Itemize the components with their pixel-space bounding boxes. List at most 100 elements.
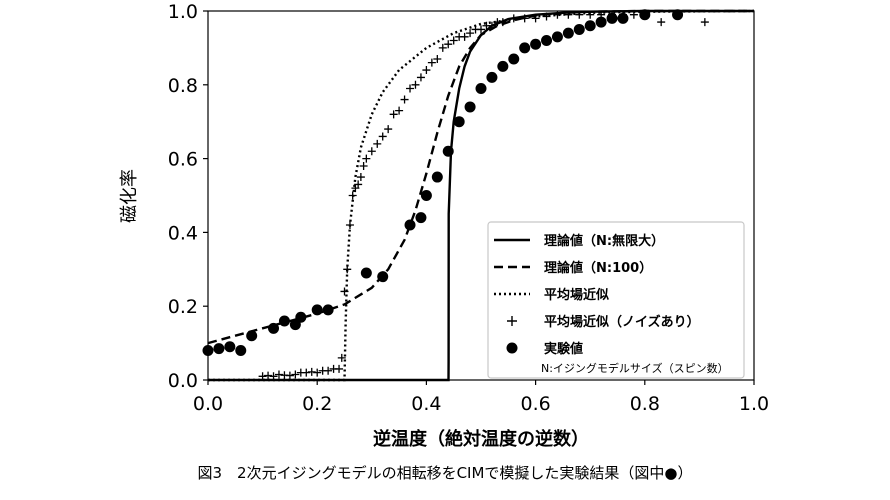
experiment-point [202, 344, 214, 356]
experiment-point [639, 9, 651, 21]
plus-marker-point [509, 14, 518, 23]
plus-marker-point [449, 36, 458, 45]
plus-marker-point [373, 139, 382, 148]
plus-marker-point [313, 368, 322, 377]
experiment-point [617, 12, 629, 24]
experiment-point [497, 60, 509, 72]
series-line [207, 9, 754, 345]
legend-box [487, 221, 745, 379]
plus-marker-point [460, 32, 469, 41]
plus-marker-point [433, 54, 442, 63]
plus-marker-point [542, 12, 551, 21]
series-layer [202, 9, 755, 382]
plus-marker-point [340, 287, 349, 296]
y-tick-label: 1.0 [168, 1, 198, 23]
experiment-point [551, 31, 563, 43]
plus-marker-point [586, 10, 595, 19]
plus-marker-point [657, 18, 666, 27]
experiment-point [486, 71, 498, 83]
plus-marker-point [575, 10, 584, 19]
experiment-point [595, 16, 607, 28]
plus-marker-point [359, 161, 368, 170]
plus-marker-point [444, 40, 453, 49]
plus-marker-point [337, 353, 346, 362]
x-tick-label: 0.8 [630, 393, 660, 415]
plus-marker-point [629, 10, 638, 19]
plus-marker-point [362, 154, 371, 163]
x-tick-label: 1.0 [739, 393, 769, 415]
legend-label: 平均場近似（ノイズあり） [544, 314, 700, 330]
experiment-point [377, 271, 389, 283]
figure-caption: 図3 2次元イジングモデルの相転移をCIMで模擬した実験結果（図中●） [197, 464, 693, 482]
experiment-point [311, 304, 323, 316]
experiment-point [562, 27, 574, 39]
legend-label: 平均場近似 [544, 287, 609, 303]
experiment-point [475, 82, 487, 94]
phase-transition-chart: 0.0 0.2 0.4 0.6 0.8 1.0 0.0 0.2 0.4 0.6 0.8 1.0 逆温度… [119, 1, 769, 450]
experiment-point [322, 304, 334, 316]
plus-marker-point [343, 265, 352, 274]
plus-marker-point [487, 21, 496, 30]
plus-marker-point [335, 364, 344, 373]
experiment-point [235, 344, 247, 356]
plot-frame [207, 10, 755, 381]
experiment-point [246, 330, 258, 342]
experiment-point [415, 212, 427, 224]
y-axis-label: 磁化率 [119, 169, 140, 223]
y-tick-label: 0.2 [168, 296, 198, 318]
experiment-point [213, 343, 225, 355]
plus-marker-point [307, 367, 316, 376]
plus-marker-point [348, 191, 357, 200]
experiment-point [278, 315, 290, 327]
legend-label: 理論値（N:100） [544, 260, 652, 276]
plot-area: 0.0 0.2 0.4 0.6 0.8 1.0 0.0 0.2 0.4 0.6 0.8 1.0 [168, 1, 769, 415]
plus-marker-point [302, 368, 311, 377]
plus-marker-point [285, 371, 294, 380]
x-tick-label: 0.4 [411, 393, 441, 415]
experiment-point [431, 171, 443, 183]
experiment-point [508, 53, 520, 65]
x-tick-label: 0.0 [193, 393, 223, 415]
axis-ticks: 0.0 0.2 0.4 0.6 0.8 1.0 0.0 0.2 0.4 0.6 0.8 1.0 [168, 1, 769, 415]
plus-marker-point [438, 43, 447, 52]
x-tick-label: 0.6 [520, 393, 550, 415]
series-line [208, 9, 755, 382]
plus-marker-point [406, 84, 415, 93]
plus-marker-point [356, 173, 365, 182]
legend-swatch [507, 316, 517, 326]
plus-marker-point [400, 95, 409, 104]
plus-marker-point [324, 366, 333, 375]
plus-marker-point [498, 18, 507, 27]
plus-marker-point [531, 14, 540, 23]
plus-marker-point [520, 14, 529, 23]
plus-marker-point [367, 147, 376, 156]
experiment-point [606, 12, 618, 24]
legend-label: 実験値 [544, 341, 583, 357]
plus-marker-point [416, 73, 425, 82]
experiment-point [584, 20, 596, 32]
experiment-point [442, 145, 454, 157]
experiment-point [295, 311, 307, 323]
y-tick-label: 0.4 [168, 222, 198, 244]
experiment-point [268, 322, 280, 334]
experiment-point [360, 267, 372, 279]
x-tick-label: 0.2 [302, 393, 332, 415]
plus-marker-point [427, 58, 436, 67]
plus-marker-point [345, 221, 354, 230]
plus-marker-point [395, 106, 404, 115]
experiment-point [404, 219, 416, 231]
experiment-point [224, 341, 236, 353]
plus-marker-point [466, 29, 475, 38]
experiment-point [541, 35, 553, 47]
plus-marker-point [378, 132, 387, 141]
plus-marker-point [700, 18, 709, 27]
plus-marker-point [422, 66, 431, 75]
plus-marker-point [553, 10, 562, 19]
experiment-point [420, 190, 432, 201]
y-tick-label: 0.6 [168, 149, 198, 171]
y-tick-label: 0.0 [168, 370, 198, 392]
experiment-point [530, 38, 542, 50]
experiment-point [672, 9, 684, 21]
